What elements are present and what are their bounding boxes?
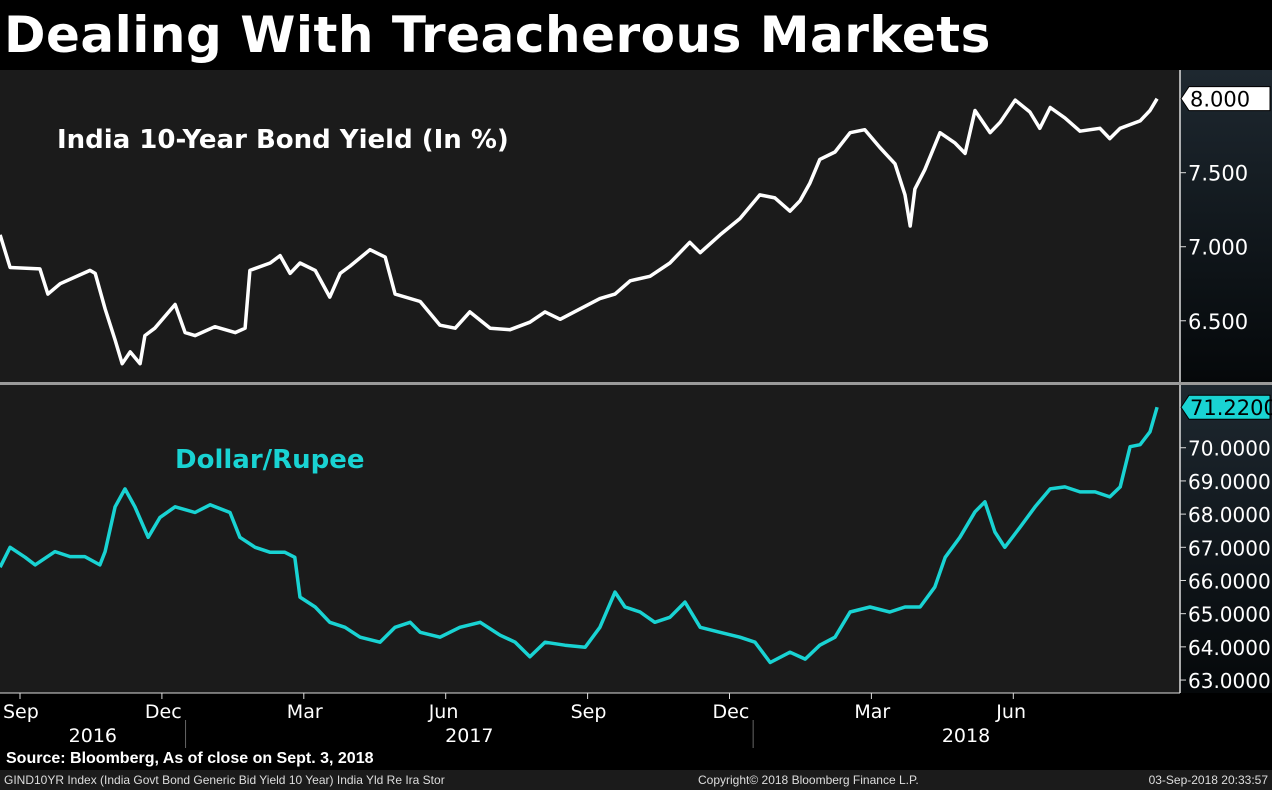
x-tick-label: Sep	[3, 701, 39, 723]
footer-ticker: GIND10YR Index (India Govt Bond Generic …	[4, 773, 445, 787]
year-label: 2016	[69, 725, 117, 747]
y-tick-label: 70.0000	[1188, 437, 1271, 461]
y-tick-label: 65.0000	[1188, 603, 1271, 627]
y-tick-label: 67.0000	[1188, 536, 1271, 560]
y-tick-label: 66.0000	[1188, 569, 1271, 593]
x-tick-label: Dec	[713, 701, 750, 723]
yield-series-line	[0, 97, 1159, 366]
footer-copyright: Copyright© 2018 Bloomberg Finance L.P.	[698, 773, 919, 787]
y-tick-label: 63.0000	[1188, 669, 1271, 693]
chart-title: Dealing With Treacherous Markets	[4, 6, 991, 64]
panel-divider[interactable]	[0, 382, 1272, 385]
y-tick-label: 7.500	[1188, 162, 1248, 186]
y-tick-label: 6.500	[1188, 310, 1248, 334]
footer: GIND10YR Index (India Govt Bond Generic …	[0, 770, 1272, 790]
chart-area: India 10-Year Bond Yield (In %) 6.500 7.00…	[0, 70, 1272, 748]
last-value-tag	[1180, 394, 1271, 420]
last-value-label: 8.000	[1190, 88, 1250, 112]
x-tick-label: Jun	[428, 701, 459, 723]
x-tick-label: Mar	[287, 701, 323, 723]
source-note: Source: Bloomberg, As of close on Sept. …	[0, 748, 1272, 770]
rupee-series-line	[0, 406, 1159, 665]
year-label: 2017	[445, 725, 493, 747]
yield-axis-background	[1180, 70, 1272, 383]
y-tick-label: 7.000	[1188, 236, 1248, 260]
y-tick-label: 68.0000	[1188, 503, 1271, 527]
rupee-chart-title: Dollar/Rupee	[175, 445, 365, 475]
y-tick-label: 69.0000	[1188, 470, 1271, 494]
footer-timestamp: 03-Sep-2018 20:33:57	[1148, 773, 1268, 787]
plot-background	[0, 70, 1180, 693]
rupee-axis-background	[1180, 385, 1272, 693]
x-tick-label: Mar	[854, 701, 890, 723]
year-label: 2018	[942, 725, 990, 747]
last-value-label: 71.2200	[1190, 396, 1272, 420]
x-tick-label: Sep	[571, 701, 607, 723]
y-tick-label: 64.0000	[1188, 636, 1271, 660]
last-value-tag	[1180, 86, 1271, 112]
x-tick-label: Jun	[995, 701, 1026, 723]
yield-chart-title: India 10-Year Bond Yield (In %)	[57, 125, 509, 155]
x-tick-label: Dec	[145, 701, 182, 723]
